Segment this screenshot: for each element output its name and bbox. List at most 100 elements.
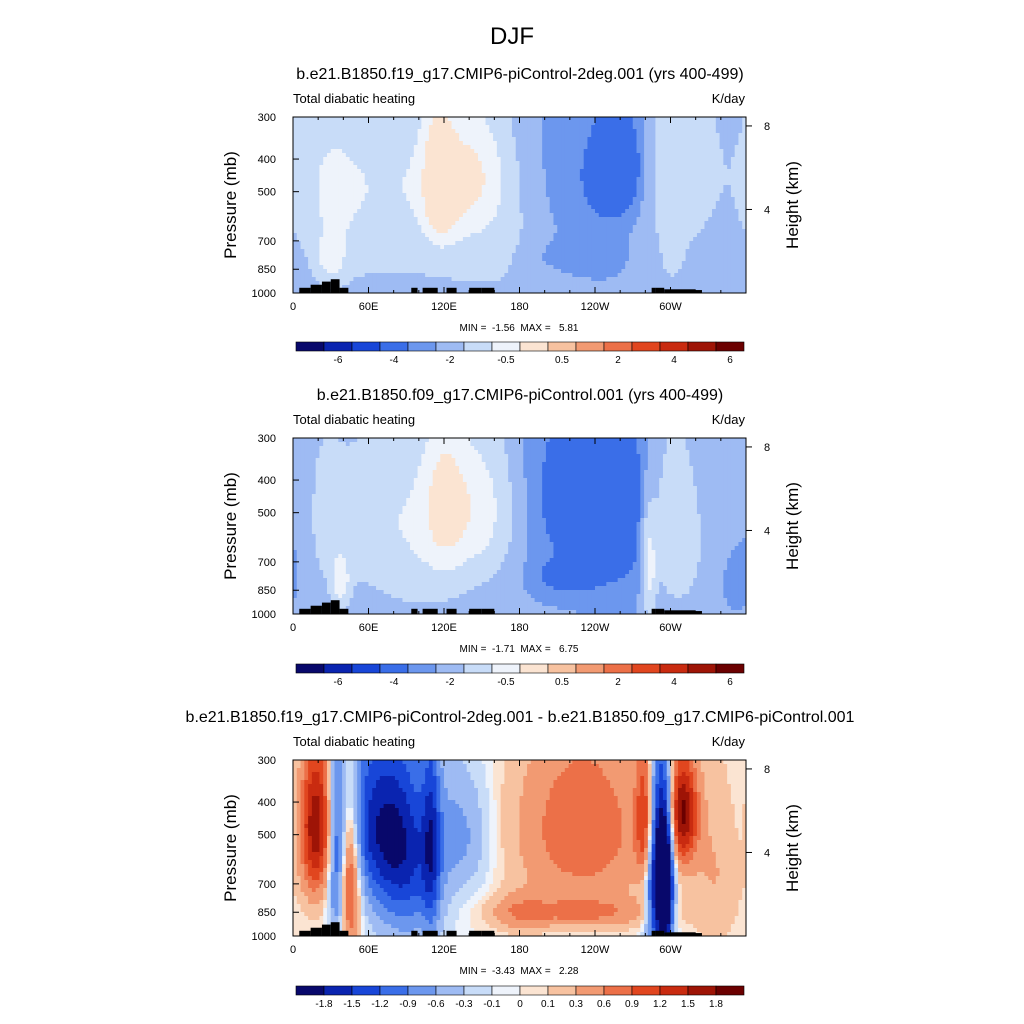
field-cell (368, 209, 373, 214)
field-cell (406, 193, 411, 198)
field-cell (477, 241, 483, 246)
field-cell (708, 225, 713, 230)
field-cell (632, 149, 638, 154)
field-cell (666, 261, 672, 266)
field-cell (561, 169, 566, 174)
field-cell (568, 213, 573, 218)
field-cell (451, 205, 456, 210)
field-cell (670, 277, 675, 282)
field-cell (579, 221, 585, 226)
field-cell (557, 169, 562, 174)
field-cell (417, 201, 422, 206)
field-cell (425, 245, 430, 250)
field-cell (557, 213, 562, 218)
field-cell (311, 209, 317, 214)
field-cell (511, 141, 517, 146)
field-cell (504, 277, 509, 282)
field-cell (349, 281, 355, 286)
field-cell (349, 157, 355, 162)
field-cell (632, 269, 638, 274)
field-cell (549, 181, 555, 186)
field-cell (326, 257, 332, 262)
field-cell (613, 169, 619, 174)
field-cell (595, 205, 600, 210)
field-cell (417, 177, 422, 182)
field-cell (428, 253, 434, 258)
field-cell (730, 261, 736, 266)
field-cell (372, 249, 377, 254)
field-cell (515, 209, 521, 214)
field-cell (447, 265, 453, 270)
field-cell (681, 117, 687, 122)
field-cell (364, 129, 370, 134)
field-cell (323, 133, 328, 138)
field-cell (602, 129, 607, 134)
field-cell (598, 205, 604, 210)
field-cell (496, 209, 502, 214)
field-cell (655, 161, 660, 166)
field-cell (315, 145, 321, 150)
field-cell (481, 213, 487, 218)
field-cell (681, 229, 687, 234)
field-cell (432, 125, 438, 130)
field-cell (383, 269, 388, 274)
field-cell (304, 237, 309, 242)
field-cell (591, 181, 596, 186)
field-cell (432, 249, 438, 254)
field-cell (742, 121, 746, 126)
field-cell (523, 213, 528, 218)
field-cell (387, 205, 392, 210)
field-cell (553, 189, 558, 194)
field-cell (625, 193, 630, 198)
field-cell (440, 221, 445, 226)
field-cell (579, 249, 585, 254)
field-cell (511, 253, 517, 258)
field-cell (308, 141, 313, 146)
field-cell (296, 201, 302, 206)
field-cell (617, 145, 623, 150)
field-cell (659, 193, 664, 198)
field-cell (647, 157, 653, 162)
field-cell (428, 277, 434, 282)
field-cell (338, 233, 343, 238)
field-cell (444, 117, 449, 122)
field-cell (583, 277, 589, 282)
field-cell (712, 165, 717, 170)
field-cell (542, 153, 547, 158)
field-cell (462, 253, 468, 258)
field-cell (587, 173, 592, 178)
field-cell (534, 201, 539, 206)
field-cell (632, 233, 638, 238)
field-cell (708, 269, 713, 274)
field-cell (591, 189, 596, 194)
field-cell (523, 169, 528, 174)
field-cell (330, 141, 336, 146)
field-cell (583, 161, 589, 166)
field-cell (723, 133, 728, 138)
field-cell (357, 209, 362, 214)
field-cell (504, 213, 509, 218)
field-cell (459, 181, 464, 186)
field-cell (659, 265, 664, 270)
field-cell (685, 201, 690, 206)
field-cell (379, 241, 385, 246)
field-cell (719, 197, 724, 202)
field-cell (455, 141, 460, 146)
field-cell (349, 193, 355, 198)
field-cell (591, 229, 596, 234)
field-cell (326, 253, 332, 258)
field-cell (738, 253, 743, 258)
field-cell (349, 153, 355, 158)
field-cell (345, 141, 351, 146)
field-cell (511, 261, 517, 266)
field-cell (727, 121, 732, 126)
field-cell (304, 149, 309, 154)
field-cell (376, 165, 381, 170)
field-cell (398, 117, 404, 122)
field-cell (462, 149, 468, 154)
field-cell (579, 209, 585, 214)
field-cell (549, 125, 555, 130)
field-cell (519, 125, 524, 130)
field-cell (670, 121, 675, 126)
field-cell (428, 157, 434, 162)
